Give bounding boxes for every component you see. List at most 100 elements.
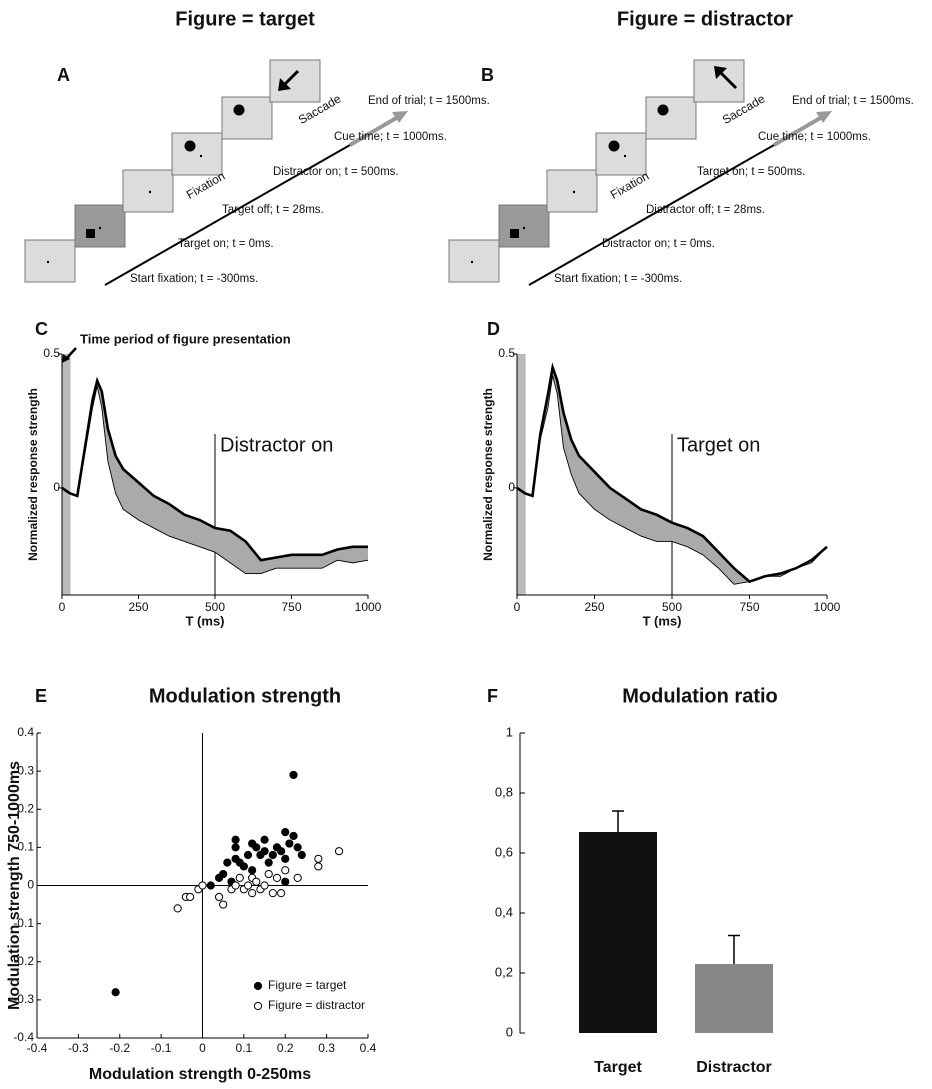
time-axis (528, 144, 775, 286)
data-point (264, 858, 273, 867)
screen (645, 96, 697, 140)
event-label: Cue time; t = 1000ms. (334, 131, 447, 143)
data-point (214, 892, 224, 902)
screen (221, 96, 273, 140)
data-point (231, 835, 240, 844)
chart-title: Modulation strength (149, 685, 341, 707)
arrow-head (816, 111, 832, 123)
legend-label: Figure = target (268, 978, 347, 992)
fixation-dot (148, 190, 152, 194)
event-label: Target on; t = 0ms. (178, 238, 274, 250)
x-tick-label: 1000 (355, 600, 382, 614)
y-axis-label: Normalized response strength (26, 388, 40, 561)
cue-dot (657, 104, 669, 116)
column-header: Figure = target (175, 8, 315, 30)
column-header: Figure = distractor (617, 8, 793, 30)
chart-title: Modulation ratio (622, 685, 778, 707)
data-point (219, 869, 228, 879)
x-tick-label: 1000 (814, 600, 841, 614)
fixation-dot (522, 226, 526, 230)
data-point (268, 889, 277, 898)
presentation-period (517, 354, 526, 595)
fixation-dot (199, 154, 203, 158)
x-axis-label: T (ms) (186, 613, 225, 628)
y-tick-label: -0.3 (13, 992, 34, 1006)
arrow-head (714, 66, 727, 79)
annotation-arrow (65, 347, 77, 360)
y-tick-label: 0,8 (495, 784, 513, 799)
panel-label: C (35, 319, 48, 339)
fixation-dot (623, 154, 627, 158)
legend-marker (253, 1001, 263, 1011)
data-point (314, 862, 323, 871)
data-point (285, 839, 294, 848)
event-label: Target on; t = 500ms. (697, 166, 805, 178)
event-label: Distractor on; t = 0ms. (602, 238, 715, 250)
data-point (252, 843, 261, 852)
x-tick-label: 0.1 (236, 1041, 253, 1055)
y-axis-label: Normalized response strength (481, 388, 495, 561)
fixation-dot (572, 190, 576, 194)
data-point (293, 843, 302, 852)
event-marker-label: Distractor on (220, 434, 333, 456)
screen (269, 59, 321, 103)
cue-dot (608, 140, 620, 152)
data-point (277, 889, 286, 898)
response-line (516, 362, 828, 584)
y-tick-label: 0,6 (495, 844, 513, 859)
y-tick-label: 0.1 (17, 840, 34, 854)
data-point (235, 873, 244, 882)
y-tick-label: 1 (506, 724, 513, 739)
x-tick-label: -0.3 (68, 1041, 89, 1055)
data-point (264, 869, 273, 879)
data-point (260, 835, 269, 844)
data-point (293, 873, 302, 882)
x-tick-label: 500 (662, 600, 682, 614)
arrow-head (392, 111, 408, 123)
data-point (334, 847, 344, 856)
response-line (61, 386, 369, 575)
event-label: Distractor off; t = 28ms. (646, 204, 765, 216)
data-point (248, 866, 257, 875)
data-point (272, 873, 282, 882)
x-tick-label: Distractor (696, 1059, 772, 1076)
data-point (243, 881, 253, 890)
event-label: Cue time; t = 1000ms. (758, 131, 871, 143)
x-tick-label: 0.4 (360, 1041, 377, 1055)
x-tick-label: 250 (128, 600, 148, 614)
fixation-dot (46, 260, 50, 264)
x-tick-label: 0 (59, 600, 66, 614)
data-point (206, 881, 215, 890)
data-point (268, 850, 277, 860)
saccade-arrow (718, 70, 738, 90)
data-point (219, 900, 228, 909)
event-label: Start fixation; t = -300ms. (554, 273, 682, 285)
data-point (314, 854, 323, 863)
y-tick-label: -0.2 (13, 954, 34, 968)
fixation-dot (470, 260, 474, 264)
data-point (223, 858, 232, 867)
data-point (231, 843, 240, 852)
data-point (231, 881, 240, 890)
arrow-head (278, 78, 291, 91)
figure-square (510, 229, 519, 238)
time-axis (104, 144, 351, 286)
event-label: Target off; t = 28ms. (222, 204, 324, 216)
data-point (111, 988, 120, 997)
panel-label: A (57, 65, 70, 85)
y-tick-label: 0.5 (43, 346, 60, 360)
event-label: Start fixation; t = -300ms. (130, 273, 258, 285)
event-label: Distractor on; t = 500ms. (273, 166, 399, 178)
panel-label: E (35, 686, 47, 706)
data-point (281, 877, 290, 886)
y-tick-label: -0.1 (13, 916, 34, 930)
x-tick-label: -0.4 (27, 1041, 48, 1055)
data-point (289, 831, 298, 841)
panel-label: F (487, 686, 498, 706)
fixation-dot (98, 226, 102, 230)
annotation: Time period of figure presentation (80, 331, 291, 346)
legend-marker (253, 981, 263, 991)
difference-fill (517, 367, 827, 585)
screen (595, 132, 647, 176)
screen (498, 204, 550, 248)
